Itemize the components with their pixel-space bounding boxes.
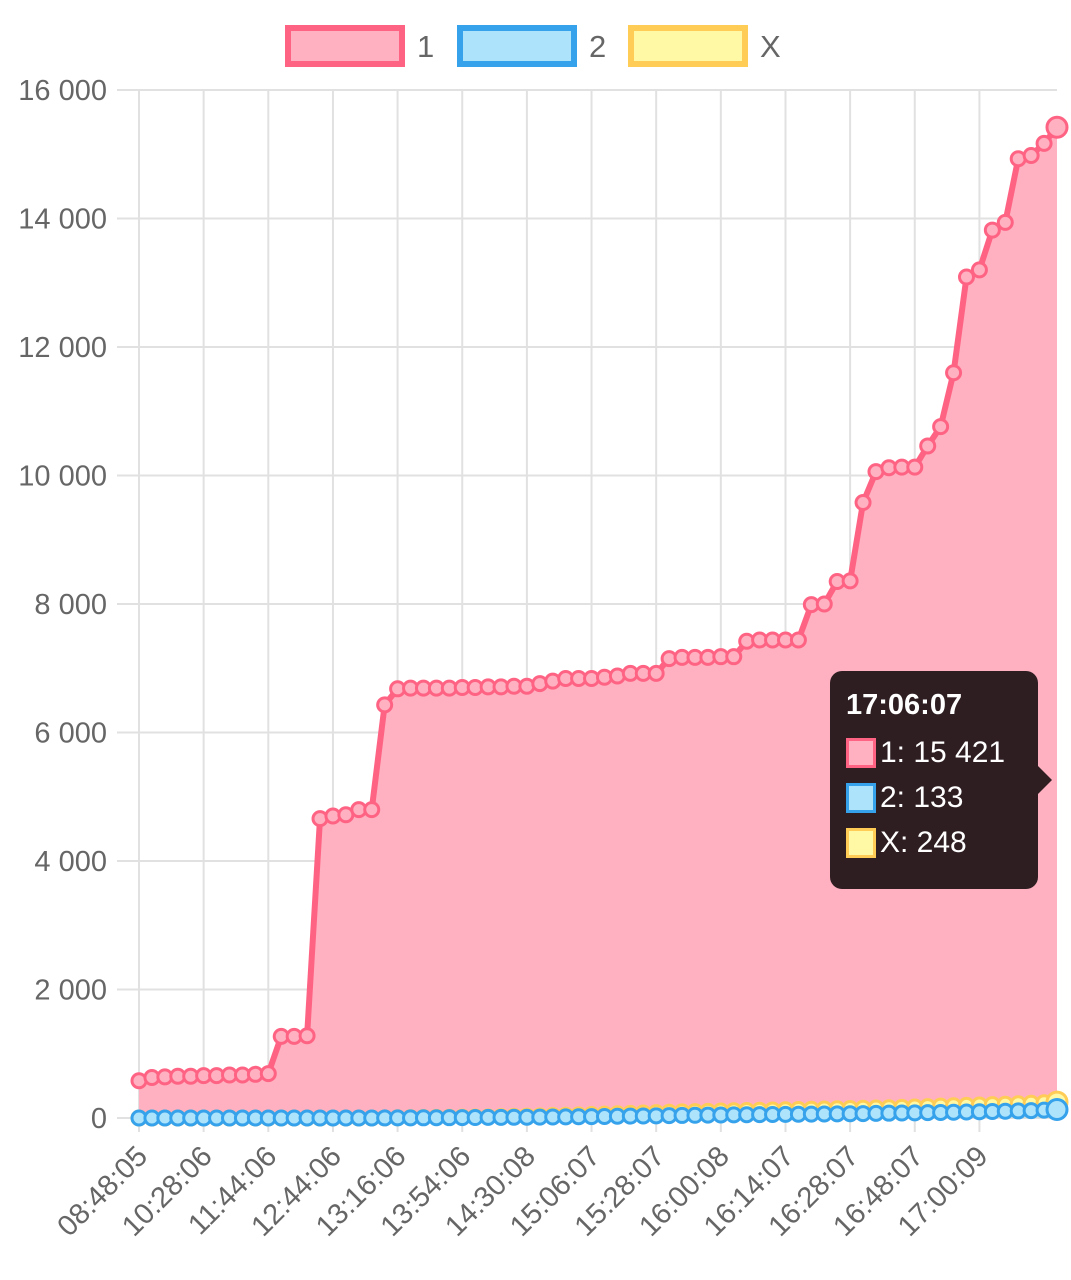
data-point xyxy=(854,493,872,511)
y-tick-label: 14 000 xyxy=(18,204,107,236)
legend-swatch-X xyxy=(628,25,748,67)
data-point xyxy=(725,648,743,666)
tooltip-value-series-1: 1: 15 421 xyxy=(880,735,1006,769)
data-point xyxy=(1022,147,1040,165)
data-point xyxy=(957,268,975,286)
data-point xyxy=(932,418,950,436)
data-point xyxy=(789,631,807,649)
data-point xyxy=(376,696,394,714)
y-tick-label: 16 000 xyxy=(18,75,107,107)
data-point xyxy=(841,572,859,590)
y-tick-label: 0 xyxy=(91,1103,107,1135)
tooltip-row-series-2: 2: 133 xyxy=(846,775,1022,820)
y-tick-label: 2 000 xyxy=(34,975,107,1007)
data-point xyxy=(919,437,937,455)
y-tick-label: 6 000 xyxy=(34,718,107,750)
data-point xyxy=(259,1065,277,1083)
data-point xyxy=(970,261,988,279)
tooltip-swatch-series-x xyxy=(846,827,876,858)
data-point xyxy=(363,801,381,819)
data-point xyxy=(945,364,963,382)
data-point xyxy=(1035,134,1053,152)
y-tick-label: 10 000 xyxy=(18,461,107,493)
data-tooltip: 17:06:07 1: 15 421 2: 133 X: 248 xyxy=(830,671,1052,889)
legend-label-1: 1 xyxy=(417,29,434,64)
data-point xyxy=(1045,115,1069,139)
data-point xyxy=(1045,1097,1069,1121)
legend-swatch-2 xyxy=(457,25,577,67)
data-point xyxy=(906,458,924,476)
data-point xyxy=(815,595,833,613)
y-tick-label: 4 000 xyxy=(34,846,107,878)
data-point xyxy=(983,221,1001,239)
tooltip-row-series-1: 1: 15 421 xyxy=(846,730,1022,775)
series-area-1 xyxy=(139,127,1057,1119)
data-point xyxy=(647,664,665,682)
tooltip-row-series-x: X: 248 xyxy=(846,820,1022,865)
tooltip-title: 17:06:07 xyxy=(846,689,963,721)
data-point xyxy=(996,213,1014,231)
y-tick-label: 8 000 xyxy=(34,589,107,621)
data-point xyxy=(298,1027,316,1045)
tooltip-value-series-x: X: 248 xyxy=(880,825,967,859)
y-tick-label: 12 000 xyxy=(18,332,107,364)
legend-label-X: X xyxy=(760,29,781,64)
tooltip-swatch-series-1 xyxy=(846,737,876,768)
legend-swatch-1 xyxy=(285,25,405,67)
tooltip-swatch-series-2 xyxy=(846,782,876,813)
tooltip-value-series-2: 2: 133 xyxy=(880,780,964,814)
legend-label-2: 2 xyxy=(589,29,606,64)
